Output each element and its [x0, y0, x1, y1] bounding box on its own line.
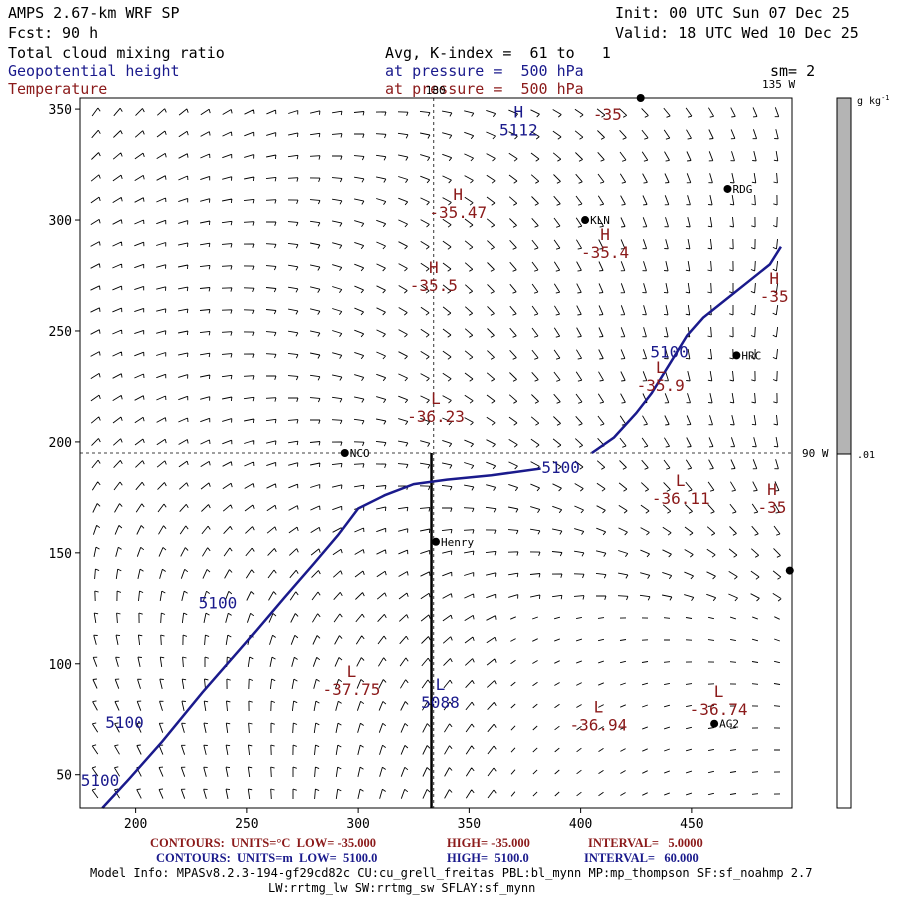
grid-lines: 180 90 W 135 W	[80, 78, 829, 808]
contour-label: 5100	[541, 458, 580, 477]
height-contour-line	[591, 246, 782, 455]
latitude-label: 90 W	[802, 447, 829, 460]
field-temperature: Temperature	[8, 80, 108, 98]
x-tick-label: 200	[124, 817, 147, 832]
station-label: KLN	[590, 214, 610, 227]
y-tick-label: 350	[49, 103, 72, 118]
extremum-kind: L	[714, 682, 724, 701]
extremum-value: -36.74	[690, 700, 748, 719]
extremum-value: -37.75	[323, 680, 381, 699]
model-info-2: LW:rrtmg_lw SW:rrtmg_sw SFLAY:sf_mynn	[268, 881, 536, 895]
station-dot	[432, 537, 440, 546]
x-tick-label: 300	[346, 817, 369, 832]
station-dot	[785, 566, 794, 575]
x-tick-label: 400	[569, 817, 592, 832]
x-tick-label: 250	[235, 817, 258, 832]
extremum-kind: L	[431, 389, 441, 408]
extremum-value: -35	[593, 105, 622, 124]
extremum-kind: H	[769, 269, 779, 288]
colorbar-label: .01	[857, 450, 875, 461]
meridian-label: 180	[426, 84, 446, 97]
x-tick-label: 350	[458, 817, 481, 832]
station-label: NCO	[350, 447, 370, 460]
wind-barbs	[90, 107, 782, 800]
corner-longitude-label: 135 W	[762, 78, 795, 91]
contour-label: 5100	[650, 343, 689, 362]
extremum-value: 5088	[421, 693, 460, 712]
extremum-kind: H	[600, 225, 610, 244]
forecast-hour: 90 h	[62, 24, 99, 42]
station-dot	[340, 449, 349, 457]
axes: 200 250 300 350 400 450 50 100 150 200 250 300 350	[49, 103, 704, 832]
extremum-kind: L	[347, 662, 357, 681]
barb-field	[90, 107, 782, 800]
temp-contour-interval: INTERVAL= 5.0000	[588, 836, 703, 850]
extremum-value: -36.11	[652, 489, 710, 508]
extremum-value: -35	[758, 498, 787, 517]
temp-contour-info: CONTOURS: UNITS=°C LOW= -35.000	[150, 836, 376, 850]
colorbar: g kg-1 .01	[836, 94, 890, 809]
colorbar-unit: g kg-1	[857, 94, 890, 107]
temp-contour-high: HIGH= -35.000	[447, 836, 530, 850]
extremum-kind: L	[656, 358, 666, 377]
extremum-value: -35.5	[410, 276, 458, 295]
avg-k-index: Avg, K-index = 61 to 1	[385, 44, 611, 62]
colorbar-empty-band	[836, 453, 852, 809]
colorbar-unit-exponent: -1	[881, 94, 889, 102]
colorbar-filled-band	[836, 97, 852, 455]
height-contour-high: HIGH= 5100.0	[447, 851, 529, 865]
contour-label: 5100	[105, 713, 144, 732]
extremum-kind: H	[514, 103, 524, 122]
extremum-value: -35	[760, 287, 789, 306]
smoothing: sm= 2	[770, 62, 816, 80]
valid-time: Valid: 18 UTC Wed 10 Dec 25	[615, 24, 859, 42]
extremum-value: 5112	[499, 121, 538, 140]
extremum-value: -36.23	[407, 407, 465, 426]
field-geopotential: Geopotential height	[8, 62, 180, 80]
init-time: Init: 00 UTC Sun 07 Dec 25	[615, 4, 850, 22]
y-tick-label: 200	[49, 436, 72, 451]
extremum-kind: H	[453, 185, 463, 204]
station-dot	[710, 719, 719, 728]
station-label: HRC	[741, 349, 761, 362]
height-contour-interval: INTERVAL= 60.000	[584, 851, 699, 865]
extremum-kind: H	[429, 258, 439, 277]
pressure-temp: at pressure = 500 hPa	[385, 80, 584, 98]
height-contour-line	[101, 467, 541, 809]
station-label: RDG	[732, 183, 752, 196]
station-dot	[732, 351, 741, 360]
extremum-kind: L	[594, 697, 604, 716]
y-tick-label: 100	[49, 658, 72, 673]
model-info: Model Info: MPASv8.2.3-194-gf29cd82c CU:…	[90, 866, 813, 880]
height-contour-info: CONTOURS: UNITS=m LOW= 5100.0	[156, 851, 378, 865]
model-title: AMPS 2.67-km WRF SP	[8, 4, 180, 22]
contour-label: 5100	[81, 771, 120, 790]
station-dot	[723, 184, 732, 193]
field-cloud-mixing: Total cloud mixing ratio	[8, 44, 225, 62]
station-markers: NCO KLN RDG HRC Henry AG2	[340, 94, 794, 731]
y-tick-label: 150	[49, 547, 72, 562]
extremum-value: -35.47	[429, 203, 487, 222]
extremum-kind: L	[676, 471, 686, 490]
y-tick-label: 50	[56, 769, 72, 784]
extremum-value: -36.94	[570, 715, 628, 734]
station-label: Henry	[441, 536, 474, 549]
extremum-value: -35.9	[637, 376, 685, 395]
contour-label: 5100	[199, 593, 238, 612]
pressure-height: at pressure = 500 hPa	[385, 62, 584, 80]
station-label: AG2	[719, 718, 739, 731]
plot-frame	[79, 97, 793, 809]
extremum-kind: H	[767, 480, 777, 499]
extremum-value: -35.4	[581, 243, 629, 262]
station-dot	[581, 216, 590, 225]
y-tick-label: 300	[49, 214, 72, 229]
extremum-kind: L	[436, 675, 446, 694]
height-contours: 5100 5100 5100 5100 5100	[81, 246, 782, 809]
y-tick-label: 250	[49, 325, 72, 340]
x-tick-label: 450	[680, 817, 703, 832]
forecast-label: Fcst:	[8, 24, 54, 42]
